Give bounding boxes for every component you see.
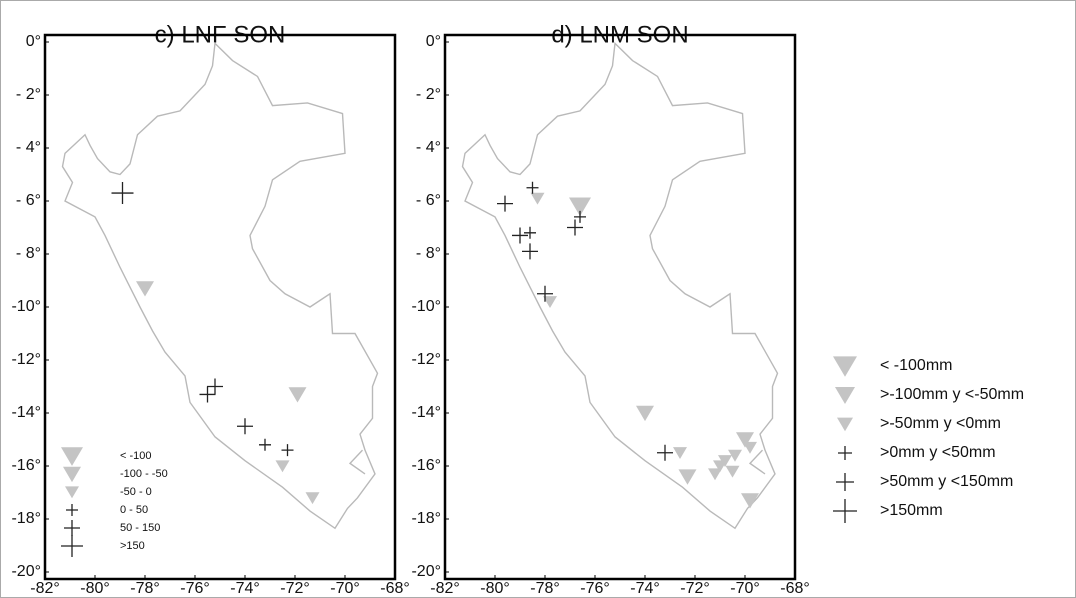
plus-marker (522, 243, 538, 260)
legend-label: 0 - 50 (120, 504, 148, 516)
legend-label: < -100mm (880, 357, 952, 374)
legend-label: >-100mm y <-50mm (880, 386, 1024, 403)
triangle-marker (718, 455, 732, 467)
x-tick-label: -78° (130, 580, 160, 597)
legend-marker (63, 466, 81, 483)
x-tick-label: -82° (30, 580, 60, 597)
legend-marker (838, 446, 852, 460)
legend-marker (835, 387, 855, 404)
plus-marker (567, 219, 583, 236)
legend-marker (61, 535, 83, 557)
legend-marker (66, 504, 78, 516)
legend-label: -50 - 0 (120, 486, 152, 498)
y-tick-label: - 2° (416, 86, 441, 103)
y-tick-label: -12° (11, 351, 41, 368)
triangle-marker (708, 468, 722, 481)
triangle-marker (305, 492, 320, 505)
x-tick-label: -68° (380, 580, 410, 597)
legend-marker (833, 499, 857, 523)
plus-marker (111, 182, 134, 205)
y-tick-label: -18° (11, 510, 41, 527)
triangle-marker (543, 296, 557, 308)
x-tick-label: -80° (480, 580, 510, 597)
triangle-marker (288, 387, 307, 403)
x-tick-label: -72° (680, 580, 710, 597)
x-tick-label: -74° (630, 580, 660, 597)
legend-marker (833, 356, 857, 377)
y-tick-label: - 6° (416, 192, 441, 209)
y-tick-label: -10° (411, 298, 441, 315)
x-tick-label: -68° (780, 580, 810, 597)
legend-label: 50 - 150 (120, 522, 160, 534)
triangle-marker (530, 192, 545, 205)
plus-marker (524, 226, 536, 239)
x-tick-label: -70° (730, 580, 760, 597)
triangle-marker (743, 441, 757, 454)
legend-label: >150mm (880, 502, 943, 519)
plus-marker (657, 444, 673, 461)
x-tick-label: -82° (430, 580, 460, 597)
triangle-marker (678, 469, 697, 485)
triangle-marker (569, 197, 591, 217)
plus-marker (574, 210, 586, 223)
triangle-marker (136, 281, 154, 297)
legend-label: >0mm y <50mm (880, 444, 996, 461)
plus-marker (281, 444, 294, 457)
legend-marker (836, 473, 854, 491)
y-tick-label: -14° (11, 404, 41, 421)
legend-marker (64, 520, 80, 536)
plus-marker (512, 227, 528, 244)
triangle-marker (741, 493, 759, 509)
y-tick-label: 0° (426, 33, 441, 50)
legend-label: -100 - -50 (120, 468, 168, 480)
triangle-marker (725, 465, 740, 478)
legend-label: >50mm y <150mm (880, 473, 1013, 490)
triangle-marker (728, 449, 742, 462)
legend-marker (65, 486, 79, 499)
legend-marker (61, 447, 83, 466)
y-tick-label: -16° (411, 457, 441, 474)
plus-marker (526, 181, 539, 194)
plus-marker (259, 438, 271, 451)
y-tick-label: - 4° (416, 139, 441, 156)
triangle-marker (636, 405, 654, 422)
y-tick-label: - 4° (16, 139, 41, 156)
y-tick-label: -20° (11, 563, 41, 580)
x-tick-label: -74° (230, 580, 260, 597)
plus-marker (497, 195, 513, 212)
plus-marker (207, 378, 223, 395)
triangle-marker (736, 432, 754, 448)
y-tick-label: -14° (411, 404, 441, 421)
y-tick-label: -10° (11, 298, 41, 315)
legend-label: < -100 (120, 450, 152, 462)
legend-marker (837, 417, 853, 432)
country-outline (62, 43, 377, 528)
x-tick-label: -76° (180, 580, 210, 597)
plus-marker (237, 418, 253, 435)
triangle-marker (275, 460, 290, 473)
y-tick-label: 0° (26, 33, 41, 50)
y-tick-label: -20° (411, 563, 441, 580)
legend-label: >-50mm y <0mm (880, 415, 1001, 432)
x-tick-label: -70° (330, 580, 360, 597)
x-tick-label: -72° (280, 580, 310, 597)
plus-marker (537, 285, 553, 302)
y-tick-label: -18° (411, 510, 441, 527)
x-tick-label: -76° (580, 580, 610, 597)
x-tick-label: -78° (530, 580, 560, 597)
legend-label: >150 (120, 540, 145, 552)
y-tick-label: - 2° (16, 86, 41, 103)
plus-marker (199, 386, 216, 403)
y-tick-label: - 8° (416, 245, 441, 262)
triangle-marker (673, 447, 687, 460)
y-tick-label: - 6° (16, 192, 41, 209)
x-tick-label: -80° (80, 580, 110, 597)
y-tick-label: - 8° (16, 245, 41, 262)
y-tick-label: -16° (11, 457, 41, 474)
y-tick-label: -12° (411, 351, 441, 368)
